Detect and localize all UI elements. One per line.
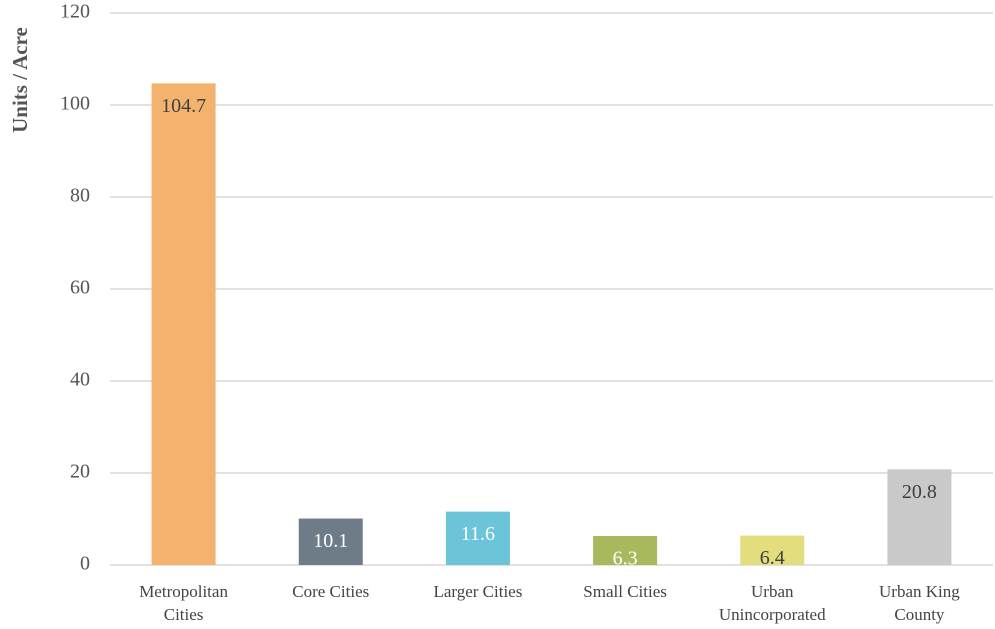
value-label: 20.8	[902, 481, 937, 503]
value-label: 6.4	[760, 547, 785, 569]
value-label: 10.1	[313, 530, 348, 552]
bar	[887, 469, 952, 565]
y-axis-label: Units / Acre	[8, 27, 32, 133]
bar	[151, 83, 216, 565]
y-tick-label: 120	[60, 1, 90, 23]
y-tick-label: 100	[60, 93, 90, 115]
x-tick-label: Metropolitan Cities	[139, 582, 228, 624]
value-label: 104.7	[161, 95, 206, 117]
x-tick-label: Urban King County	[879, 582, 960, 624]
x-tick-label: Larger Cities	[433, 582, 523, 601]
y-tick-label: 60	[70, 277, 90, 299]
value-label: 11.6	[461, 523, 495, 545]
x-tick-label: Urban Unincorporated	[718, 582, 826, 624]
bar	[445, 511, 510, 565]
bar	[593, 536, 658, 565]
value-label: 6.3	[613, 548, 638, 570]
y-tick-label: 80	[70, 185, 90, 207]
y-tick-label: 40	[70, 369, 90, 391]
bar	[298, 518, 363, 565]
x-tick-label: Core Cities	[292, 582, 370, 601]
y-tick-label: 20	[70, 461, 90, 483]
x-tick-label: Small Cities	[583, 582, 667, 601]
y-tick-label: 0	[80, 553, 90, 575]
bar	[740, 535, 805, 565]
